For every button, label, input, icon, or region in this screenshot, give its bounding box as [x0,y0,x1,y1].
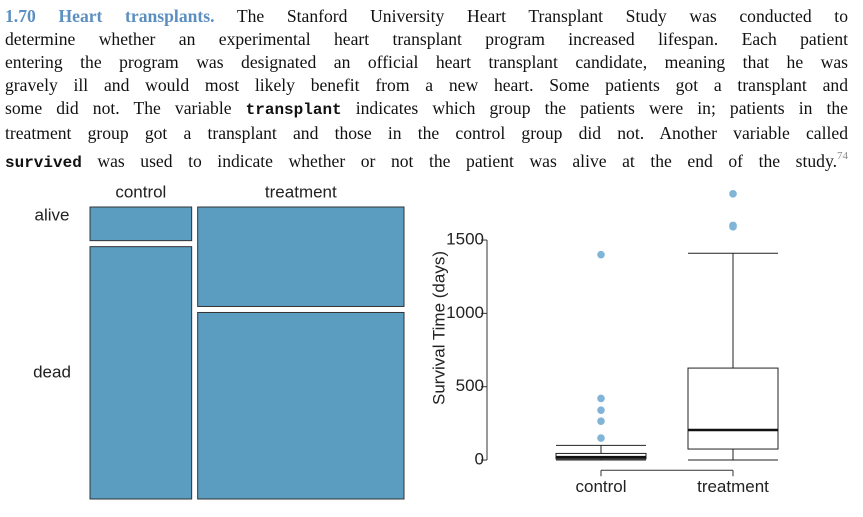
mosaic-cell [197,311,405,500]
text: The Stanford University Heart Transplant… [236,6,848,26]
text: some did not. The variable [5,98,246,118]
problem-title: Heart transplants. [58,6,215,26]
problem-number: 1.70 [5,6,36,26]
column-label: control [115,182,166,201]
x-tick-label: control [575,477,626,496]
text-line: treatment group got a transplant and tho… [5,122,848,145]
footnote-mark: 74 [837,150,848,162]
text: treatment group got a transplant and tho… [5,123,848,143]
code-term: survived [5,154,82,172]
y-tick-label: 500 [456,376,484,395]
y-tick-label: 0 [475,450,484,469]
mosaic-cell [89,206,193,242]
column-label: treatment [265,182,337,201]
text: determine whether an experimental heart … [5,29,848,49]
text: entering the program was designated an o… [5,52,848,72]
outlier [597,394,605,403]
code-term: transplant [245,101,342,119]
outlier [597,434,605,442]
x-tick-label: treatment [697,477,769,496]
outlier [729,190,737,198]
row-label: alive [35,205,70,224]
text-line: 1.70 Heart transplants. The Stanford Uni… [5,5,848,28]
outlier [597,417,605,425]
text-line: gravely ill and would most likely benefi… [5,74,848,97]
text: gravely ill and would most likely benefi… [5,75,848,95]
text-line: survived was used to indicate whether or… [5,145,848,175]
problem-text: 1.70 Heart transplants. The Stanford Uni… [5,5,848,175]
row-label: dead [33,362,71,381]
mosaic-cell [197,206,405,307]
y-tick-label: 1000 [446,303,484,322]
box [687,367,779,450]
text-line: determine whether an experimental heart … [5,28,848,51]
outlier [597,406,605,414]
outlier [597,250,605,259]
text: indicates which group the patients were … [341,98,848,118]
text-line: some did not. The variable transplant in… [5,97,848,122]
y-axis-label: Survival Time (days) [429,251,448,405]
outlier [729,221,737,230]
y-tick-label: 1500 [446,230,484,249]
mosaic-cell [89,246,193,500]
text-line: entering the program was designated an o… [5,51,848,74]
text: was used to indicate whether or not the … [81,151,837,171]
